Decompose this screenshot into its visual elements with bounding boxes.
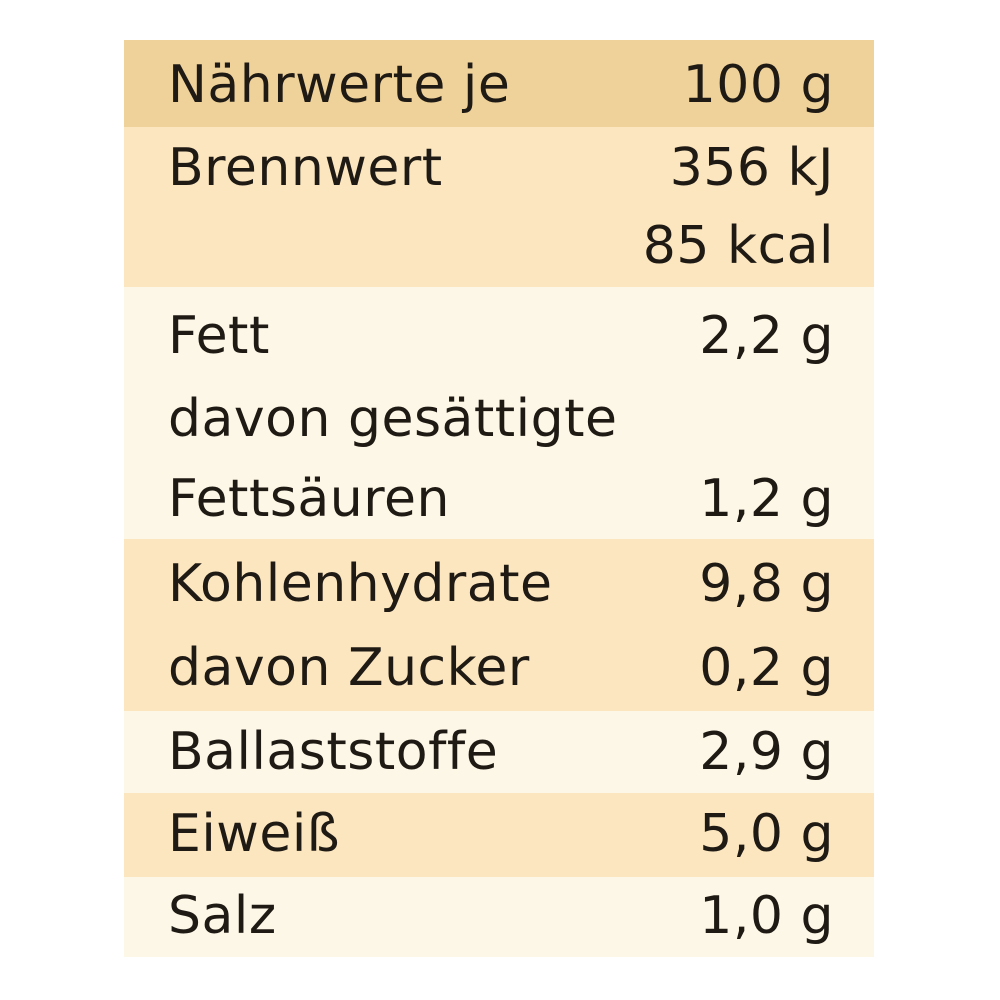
fiber-label: Ballaststoffe — [168, 722, 499, 782]
fiber-line: Ballaststoffe 2,9 g — [124, 713, 874, 791]
saturated-label-line1: davon gesättigte — [168, 389, 618, 449]
carbs-label: Kohlenhydrate — [168, 554, 553, 614]
saturated-value: 1,2 g — [699, 469, 834, 529]
saturated-label-line2: Fettsäuren — [168, 469, 450, 529]
nutrition-table: Nährwerte je 100 g Brennwert 356 kJ 85 k… — [124, 40, 874, 957]
carbs-value: 9,8 g — [699, 554, 834, 614]
energy-label: Brennwert — [168, 138, 443, 198]
fat-label: Fett — [168, 306, 270, 366]
sugar-value: 0,2 g — [699, 638, 834, 698]
protein-value: 5,0 g — [699, 804, 834, 864]
energy-line-kj: Brennwert 356 kJ — [124, 129, 874, 207]
energy-kcal-value: 85 kcal — [642, 216, 834, 276]
table-header-row: Nährwerte je 100 g — [124, 40, 874, 127]
energy-row: Brennwert 356 kJ 85 kcal — [124, 127, 874, 287]
sugar-label: davon Zucker — [168, 638, 530, 698]
salt-row: Salz 1,0 g — [124, 877, 874, 957]
carbs-line: Kohlenhydrate 9,8 g — [124, 545, 874, 623]
salt-value: 1,0 g — [699, 886, 834, 946]
energy-kj-value: 356 kJ — [669, 138, 834, 198]
protein-label: Eiweiß — [168, 804, 341, 864]
protein-row: Eiweiß 5,0 g — [124, 793, 874, 877]
header-line: Nährwerte je 100 g — [124, 46, 874, 124]
fat-value: 2,2 g — [699, 306, 834, 366]
fat-line: Fett 2,2 g — [124, 297, 874, 375]
saturated-line-2: Fettsäuren 1,2 g — [124, 460, 874, 538]
carbs-row-group: Kohlenhydrate 9,8 g davon Zucker 0,2 g — [124, 539, 874, 711]
header-value: 100 g — [682, 55, 834, 115]
fiber-row: Ballaststoffe 2,9 g — [124, 711, 874, 793]
saturated-line-1: davon gesättigte — [124, 380, 874, 458]
fat-row-group: Fett 2,2 g davon gesättigte Fettsäuren 1… — [124, 287, 874, 539]
energy-line-kcal: 85 kcal — [124, 207, 874, 285]
salt-line: Salz 1,0 g — [124, 877, 874, 955]
fiber-value: 2,9 g — [699, 722, 834, 782]
protein-line: Eiweiß 5,0 g — [124, 795, 874, 873]
header-label: Nährwerte je — [168, 55, 511, 115]
sugar-line: davon Zucker 0,2 g — [124, 629, 874, 707]
salt-label: Salz — [168, 886, 277, 946]
